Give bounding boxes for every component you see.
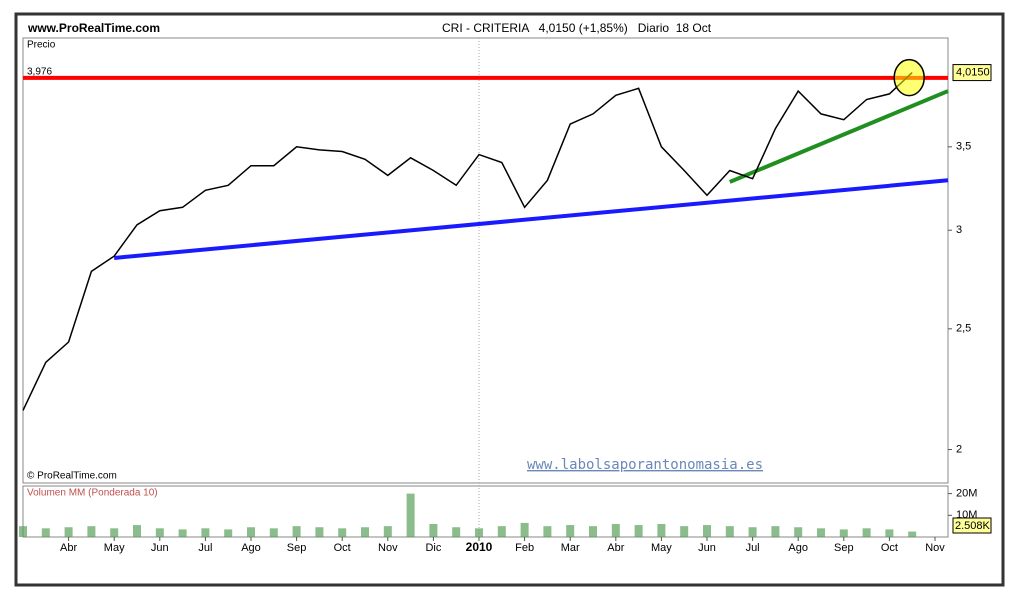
volume-bar xyxy=(862,528,871,537)
volume-bar xyxy=(908,531,917,537)
volume-bar xyxy=(315,527,324,537)
x-tick-label: Nov xyxy=(925,542,945,554)
x-tick-label: Sep xyxy=(287,542,307,554)
volume-bar xyxy=(657,523,666,537)
volume-bar xyxy=(201,528,210,537)
chart-title: CRI - CRITERIA 4,0150 (+1,85%) Diario 18… xyxy=(442,21,712,35)
volume-bar xyxy=(406,493,415,537)
x-tick-label: Abr xyxy=(60,542,77,554)
x-tick-label: Sep xyxy=(834,542,854,554)
highlight-circle xyxy=(893,58,925,97)
x-tick-label: Jul xyxy=(746,542,760,554)
volume-bar xyxy=(589,526,597,537)
x-tick-label: May xyxy=(651,542,672,554)
frame xyxy=(14,12,1005,587)
volume-bar xyxy=(839,529,848,537)
volume-bar xyxy=(155,528,164,537)
volume-bar xyxy=(520,522,529,537)
y-tick-label: 3 xyxy=(956,224,962,236)
source: www.ProRealTime.com xyxy=(27,21,160,35)
y-tick-label: 2 xyxy=(956,443,962,455)
volume-bar xyxy=(543,526,552,537)
volume-bar xyxy=(771,526,780,537)
last-volume-label: 2.508K xyxy=(955,520,991,532)
volume-bar xyxy=(269,528,278,537)
volume-bar xyxy=(292,526,301,537)
x-tick-label: Ago xyxy=(241,542,261,554)
last-price-box xyxy=(952,64,992,82)
x-tick-label: Mar xyxy=(561,542,580,554)
volume-title: Volumen MM (Ponderada 10) xyxy=(27,488,158,499)
volume-bar xyxy=(794,527,803,537)
volume-panel xyxy=(22,485,949,538)
x-tick-label: Nov xyxy=(378,542,398,554)
volume-bar xyxy=(748,527,757,537)
volume-bar xyxy=(247,527,255,537)
trendline xyxy=(114,178,949,260)
y-tick-label: 2,5 xyxy=(956,323,971,335)
price-line xyxy=(22,72,913,411)
x-tick-label: Oct xyxy=(334,542,351,554)
volume-bar xyxy=(133,525,141,537)
y-tick-label: 3,5 xyxy=(956,141,971,153)
y-label: Precio xyxy=(27,40,56,51)
x-tick-label: Ago xyxy=(788,542,808,554)
volume-bar xyxy=(725,526,734,537)
volume-bar xyxy=(452,527,461,537)
volume-bar xyxy=(224,529,233,537)
x-tick-label: Jun xyxy=(151,542,169,554)
x-tick-label: 2010 xyxy=(466,540,493,554)
x-tick-label: Oct xyxy=(881,542,898,554)
volume-bar xyxy=(19,526,27,537)
x-tick-label: May xyxy=(104,542,125,554)
volume-bar xyxy=(64,527,73,537)
trendline xyxy=(729,89,949,184)
volume-bar xyxy=(178,529,187,537)
volume-bar xyxy=(566,525,575,537)
last-price-label: 4,0150 xyxy=(956,66,990,78)
volume-bar xyxy=(680,526,689,537)
resistance-label: 3,976 xyxy=(27,66,52,77)
volume-bar xyxy=(41,528,50,537)
volume-bar xyxy=(110,528,119,537)
volume-bar xyxy=(475,528,483,537)
volume-bar xyxy=(497,526,506,537)
volume-bar xyxy=(703,525,711,537)
volume-bar xyxy=(87,526,96,537)
volume-bar xyxy=(611,523,620,537)
volume-bar xyxy=(429,523,438,537)
x-tick-label: Feb xyxy=(515,542,534,554)
x-tick-label: Jul xyxy=(198,542,212,554)
volume-bar xyxy=(361,527,369,537)
volume-bar xyxy=(885,529,894,537)
y-tick-label: 20M xyxy=(956,488,977,500)
volume-bar xyxy=(634,525,643,537)
volume-bar xyxy=(817,528,825,537)
volume-bar xyxy=(383,526,392,537)
x-tick-label: Jun xyxy=(698,542,716,554)
x-tick-label: Abr xyxy=(607,542,624,554)
price-panel xyxy=(22,37,949,484)
watermark: www.labolsaporantonomasia.es xyxy=(527,457,763,473)
copyright: © ProRealTime.com xyxy=(27,471,117,482)
last-volume-box xyxy=(952,517,992,534)
x-tick-label: Dic xyxy=(425,542,441,554)
volume-bar xyxy=(338,528,347,537)
